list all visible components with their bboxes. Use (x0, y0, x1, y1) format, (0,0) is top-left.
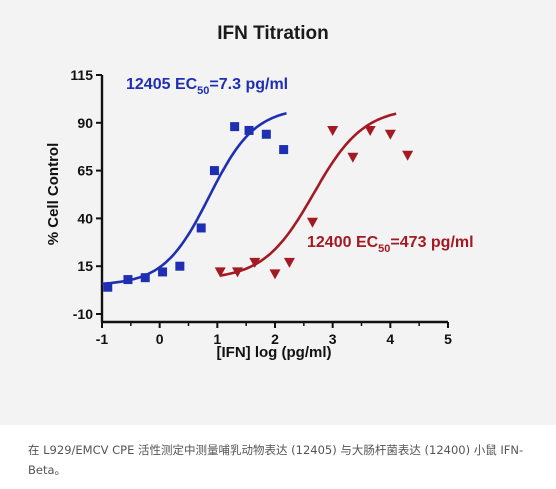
y-tick-label: 15 (77, 258, 93, 274)
point-12405 (279, 145, 289, 155)
annotation-12405-sub: 50 (197, 85, 209, 97)
point-12400 (232, 267, 244, 278)
point-12400 (283, 257, 295, 268)
point-12405 (209, 166, 219, 176)
x-tick-label: 0 (156, 331, 164, 347)
point-12400 (249, 257, 261, 268)
point-12400 (402, 150, 414, 161)
point-12400 (364, 125, 376, 136)
figure-caption: 在 L929/EMCV CPE 活性测定中测量哺乳动物表达 (12405) 与大… (28, 443, 524, 477)
annotation-12400-suffix: =473 pg/ml (390, 234, 473, 251)
point-12405 (123, 275, 133, 285)
x-tick-label: 3 (329, 331, 337, 347)
x-tick-label: 5 (444, 331, 452, 347)
point-12400 (214, 267, 226, 278)
point-12400 (327, 125, 339, 136)
chart-title: IFN Titration (217, 23, 329, 44)
point-12405 (140, 273, 150, 283)
point-12405 (244, 125, 254, 135)
annotation-12405-prefix: 12405 EC (126, 76, 198, 93)
fit-curve-12400 (219, 112, 397, 277)
annotation-12405: 12405 EC50=7.3 pg/ml (126, 76, 288, 97)
fit-curves (101, 112, 397, 285)
x-tick-label: 4 (386, 331, 394, 347)
annotation-12400-sub: 50 (378, 243, 390, 255)
x-tick-label: -1 (96, 331, 109, 347)
point-12405 (175, 261, 185, 271)
point-12405 (103, 282, 113, 292)
annotation-12405-suffix: =7.3 pg/ml (209, 76, 288, 93)
annotation-12400-prefix: 12400 EC (307, 234, 379, 251)
point-12400 (347, 152, 359, 163)
y-tick-label: -10 (73, 306, 93, 322)
y-axis-label: % Cell Control (45, 143, 62, 246)
point-12400 (384, 129, 396, 140)
point-12405 (261, 129, 271, 139)
x-tick-label: 1 (213, 331, 221, 347)
point-12400 (306, 217, 318, 228)
figure-panel: IFN Titration -1 0 1 2 3 4 5 -10 15 40 65 90 115 [IF… (0, 0, 556, 425)
y-tick-label: 115 (70, 67, 93, 83)
point-12405 (158, 267, 168, 277)
fit-curve-12405 (101, 112, 287, 285)
y-tick-label: 90 (77, 115, 93, 131)
x-axis-label: [IFN] log (pg/ml) (217, 344, 332, 361)
point-12405 (196, 223, 206, 233)
annotation-12400: 12400 EC50=473 pg/ml (307, 234, 474, 255)
point-12405 (230, 122, 240, 132)
data-points (103, 122, 414, 292)
point-12400 (269, 269, 281, 280)
x-tick-label: 2 (271, 331, 279, 347)
y-tick-label: 40 (77, 210, 93, 226)
y-tick-label: 65 (77, 163, 93, 179)
